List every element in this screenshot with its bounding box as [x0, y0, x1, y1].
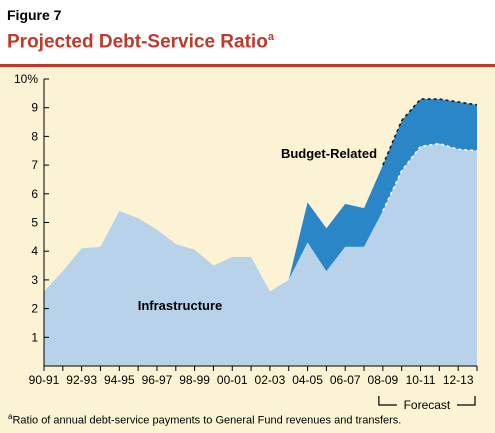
forecast-label: Forecast	[404, 398, 451, 412]
x-tick-label: 12-13	[443, 373, 474, 387]
footnote: aRatio of annual debt-service payments t…	[8, 412, 401, 427]
infrastructure-area	[44, 143, 477, 366]
footnote-marker: a	[8, 412, 13, 421]
title-footnote-marker: a	[267, 31, 274, 43]
x-tick-label: 90-91	[29, 373, 60, 387]
chart-labels: Infrastructure Budget-Related Forecast	[138, 146, 476, 412]
infrastructure-label: Infrastructure	[138, 298, 223, 313]
figure-label: Figure 7	[7, 7, 62, 23]
forecast-infrastructure-dashed-line	[382, 142, 478, 212]
x-tick-label: 00-01	[217, 373, 248, 387]
y-tick-label: 8	[31, 129, 38, 143]
x-tick-label: 06-07	[330, 373, 361, 387]
y-tick-label: 5	[31, 216, 38, 230]
forecast-bracket-left	[378, 396, 397, 406]
forecast-bracket-right	[457, 396, 476, 406]
y-tick-label: 2	[31, 302, 38, 316]
x-tick-label: 98-99	[179, 373, 210, 387]
budget-related-label: Budget-Related	[281, 146, 377, 161]
chart-axes: 1 2 3 4 5 6 7 8 9 10% 90-91 92-93 94-95 96-97 98-99 00-…	[14, 72, 478, 387]
y-tick-label: 4	[31, 244, 38, 258]
y-tick-label: 1	[31, 330, 38, 344]
x-tick-label: 96-97	[142, 373, 173, 387]
chart-title: Projected Debt-Service Ratioa	[7, 31, 274, 53]
x-tick-label: 92-93	[66, 373, 97, 387]
footnote-text: Ratio of annual debt-service payments to…	[12, 414, 402, 427]
forecast-top-dashed-line	[382, 98, 478, 166]
x-tick-label: 94-95	[104, 373, 135, 387]
chart-title-text: Projected Debt-Service Ratio	[7, 31, 268, 53]
x-tick-label: 10-11	[406, 373, 436, 387]
x-tick-label: 08-09	[368, 373, 399, 387]
y-tick-label: 3	[31, 273, 38, 287]
y-tick-label: 6	[31, 187, 38, 201]
y-tick-label: 7	[31, 158, 38, 172]
budget-related-area	[44, 99, 477, 292]
x-tick-label: 04-05	[292, 373, 323, 387]
x-tick-label: 02-03	[255, 373, 286, 387]
y-tick-label: 9	[31, 101, 38, 115]
y-tick-label: 10%	[14, 72, 38, 86]
chart-areas	[44, 98, 478, 366]
